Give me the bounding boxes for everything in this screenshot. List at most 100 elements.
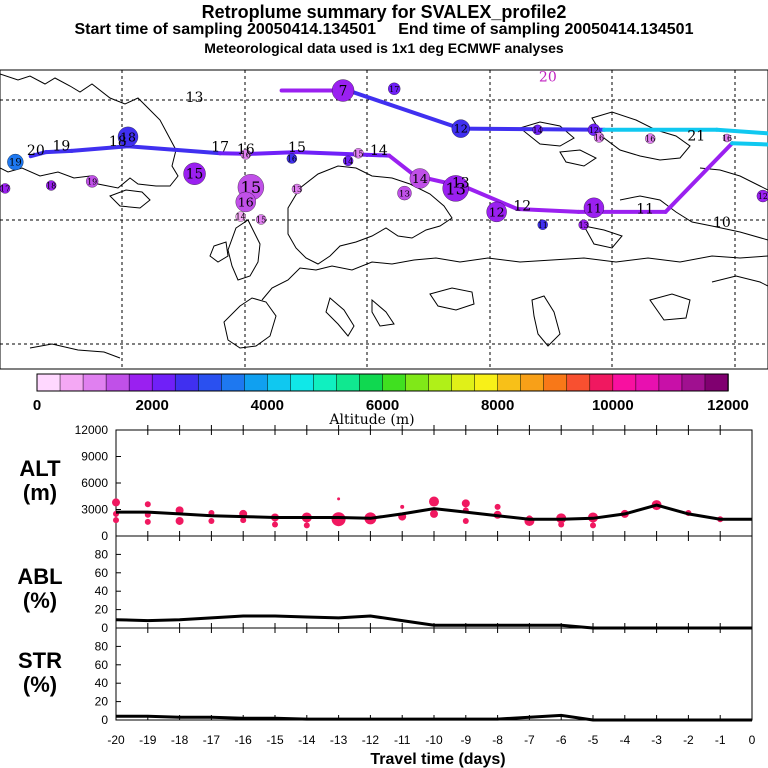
ytick-label: 80 <box>95 547 109 561</box>
cluster-dot <box>86 175 99 188</box>
cluster-dot <box>756 189 768 203</box>
colorbar-cell <box>451 373 476 392</box>
xtick-label: -11 <box>394 733 411 747</box>
colorbar-tick: 10000 <box>592 397 634 414</box>
ytick-label: 6000 <box>81 476 108 490</box>
ytick-label: 60 <box>95 566 109 580</box>
alt-point <box>337 497 341 501</box>
cluster-label: 14 <box>412 171 428 186</box>
cluster-label: 12 <box>758 192 768 201</box>
track-segment <box>463 185 520 211</box>
track-day-label: 13 <box>186 90 204 106</box>
track-day-label: 21 <box>687 128 705 144</box>
cluster-dot <box>388 82 401 95</box>
cluster-label: 15 <box>256 216 266 225</box>
cluster-dot <box>353 148 364 159</box>
track-segment <box>515 206 581 214</box>
cluster-label: 18 <box>120 129 136 144</box>
map-gridlines <box>0 70 768 369</box>
abl-panel: 0 20 40 60 80 ABL (%) <box>17 535 753 635</box>
cluster-dot <box>46 180 57 191</box>
alt-point <box>272 521 278 528</box>
colorbar-cell <box>566 373 591 392</box>
alt-point <box>240 517 247 524</box>
alt-point <box>113 517 119 524</box>
colorbar-cell <box>174 373 199 392</box>
chart-subtitle-meteo: Meteorological data used is 1x1 deg ECMW… <box>204 40 564 56</box>
cluster-label: 19 <box>87 177 97 186</box>
xtick-label: -10 <box>425 733 443 747</box>
abl-label: ABL <box>17 564 62 589</box>
ytick-label: 0 <box>101 621 108 635</box>
alt-point <box>208 517 215 524</box>
cluster-dot <box>722 133 732 143</box>
alt-unit: (m) <box>23 480 57 505</box>
track-segment <box>663 141 735 214</box>
cluster-label: 15 <box>353 149 363 158</box>
ytick-label: 20 <box>95 603 109 617</box>
cluster-label: 13 <box>292 185 302 194</box>
track-day-label: 20 <box>539 70 557 86</box>
cluster-dot <box>442 175 469 202</box>
xtick-label: -1 <box>715 733 726 747</box>
xtick-label: -5 <box>588 733 599 747</box>
cluster-label: 14 <box>533 126 543 135</box>
track-day-label: 12 <box>513 199 531 215</box>
upper-track-segment <box>458 126 607 132</box>
cluster-dot <box>235 211 246 222</box>
colorbar-cell <box>359 373 384 392</box>
track-day-label: 11 <box>636 202 654 218</box>
colorbar-tick: 2000 <box>135 397 168 414</box>
colorbar-tick: 0 <box>33 397 41 414</box>
track-day-label: 14 <box>370 143 388 159</box>
ytick-label: 0 <box>101 529 108 543</box>
ytick-label: 12000 <box>75 423 109 437</box>
cluster-dot <box>255 214 267 225</box>
cluster-label: 13 <box>399 189 410 199</box>
cluster-label: 12 <box>454 123 468 136</box>
colorbar-cell <box>474 373 499 392</box>
xtick-label: -3 <box>651 733 662 747</box>
ytick-label: 20 <box>95 695 109 709</box>
colorbar-cell <box>128 373 153 392</box>
track-segment <box>44 148 74 155</box>
cluster-label: 13 <box>579 221 589 230</box>
track-day-label: 16 <box>237 142 255 158</box>
colorbar-cell <box>221 373 246 392</box>
xtick-label: -17 <box>203 733 221 747</box>
cluster-label: 16 <box>238 194 254 209</box>
cluster-label: 16 <box>594 133 604 142</box>
track-day-label: 18 <box>109 134 127 150</box>
alt-point <box>331 512 346 527</box>
alt-point <box>175 516 184 525</box>
coastlines <box>0 73 768 359</box>
track-segment <box>28 150 49 159</box>
alt-point <box>112 498 120 507</box>
colorbar-tick: 8000 <box>481 397 514 414</box>
colorbar-cell <box>428 373 453 392</box>
cluster-dot <box>532 124 543 135</box>
alt-label: ALT <box>19 456 61 481</box>
cluster-label: 7 <box>339 83 348 99</box>
colorbar-tick: 12000 <box>707 397 749 414</box>
colorbar-cell <box>405 373 430 392</box>
xtick-label: -6 <box>556 733 567 747</box>
ytick-label: 3000 <box>81 503 108 517</box>
xtick-label: -7 <box>524 733 535 747</box>
colorbar-cell <box>105 373 130 392</box>
cluster-dot <box>397 185 412 201</box>
x-axis-label: Travel time (days) <box>370 751 505 768</box>
xtick-label: -16 <box>235 733 253 747</box>
xtick-label: -15 <box>266 733 284 747</box>
colorbar-cell <box>589 373 614 392</box>
trajectory-track <box>28 88 768 214</box>
cluster-dot <box>183 162 206 185</box>
chart-subtitle-sampling: Start time of sampling 20050414.134501 E… <box>74 21 694 38</box>
cluster-label: 12 <box>589 126 599 135</box>
colorbar-cells <box>36 373 729 392</box>
upper-track-segment <box>346 88 463 131</box>
str-yticks: 0 20 40 60 80 <box>95 639 121 727</box>
xtick-label: 0 <box>749 733 756 747</box>
